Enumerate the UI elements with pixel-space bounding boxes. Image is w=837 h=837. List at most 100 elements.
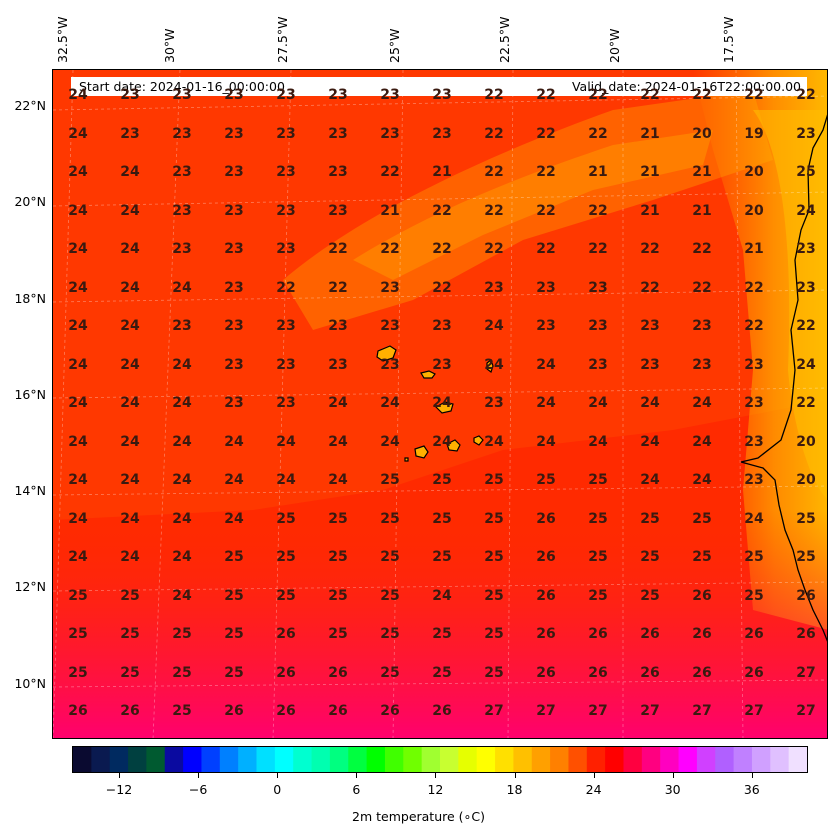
grid-value: 22 <box>536 241 556 257</box>
grid-value: 23 <box>224 356 244 373</box>
colorbar-swatch <box>238 747 258 772</box>
colorbar-swatch <box>788 747 807 772</box>
grid-value: 23 <box>380 279 400 296</box>
grid-value: 25 <box>744 587 764 604</box>
grid-value: 23 <box>536 318 556 334</box>
grid-value: 26 <box>536 664 556 681</box>
grid-value: 24 <box>68 433 88 450</box>
grid-value: 23 <box>640 356 660 373</box>
grid-value: 20 <box>692 125 712 142</box>
grid-value: 27 <box>692 703 712 719</box>
grid-value: 24 <box>588 433 608 450</box>
grid-value: 23 <box>328 202 348 219</box>
grid-value: 24 <box>68 87 88 103</box>
colorbar-tick <box>119 773 120 778</box>
colorbar-swatch <box>641 747 661 772</box>
lat-label-10n: 10°N <box>14 676 46 691</box>
grid-value: 23 <box>380 318 400 334</box>
colorbar-swatch <box>128 747 147 772</box>
grid-value: 26 <box>796 587 816 604</box>
grid-value: 23 <box>224 318 244 334</box>
colorbar-swatch <box>770 747 790 772</box>
grid-value: 23 <box>536 279 556 296</box>
grid-value: 26 <box>120 703 140 719</box>
grid-value: 24 <box>484 318 504 334</box>
grid-value: 23 <box>276 395 296 411</box>
grid-value: 23 <box>380 125 400 142</box>
grid-value: 25 <box>692 510 712 527</box>
grid-value: 26 <box>692 626 712 642</box>
grid-value: 25 <box>796 164 816 180</box>
grid-value: 23 <box>276 87 296 103</box>
grid-value: 25 <box>172 626 192 642</box>
grid-value: 23 <box>120 125 140 142</box>
grid-value: 24 <box>68 164 88 180</box>
grid-value: 26 <box>536 510 556 527</box>
grid-value: 24 <box>120 241 140 257</box>
lat-label-14n: 14°N <box>14 483 46 498</box>
grid-value: 26 <box>536 549 556 565</box>
grid-value: 23 <box>432 356 452 373</box>
grid-value: 25 <box>380 587 400 604</box>
grid-value: 26 <box>744 664 764 681</box>
grid-value: 25 <box>68 626 88 642</box>
grid-value: 20 <box>796 433 816 450</box>
colorbar-swatch <box>605 747 625 772</box>
grid-value: 22 <box>692 279 712 296</box>
grid-value: 22 <box>588 87 608 103</box>
grid-value: 25 <box>484 664 504 681</box>
valid-date: Valid_date: 2024-01-16T22:00:00.00 <box>571 79 801 94</box>
grid-value: 22 <box>328 241 348 257</box>
islands <box>376 345 494 462</box>
colorbar-swatch <box>219 747 239 772</box>
grid-value: 25 <box>484 510 504 527</box>
colorbar-tick-label: 12 <box>427 782 444 797</box>
grid-value: 22 <box>744 318 764 334</box>
lon-label-20w: 20°W <box>607 28 622 63</box>
grid-value: 25 <box>276 549 296 565</box>
grid-value: 22 <box>276 279 296 296</box>
grid-value: 25 <box>484 626 504 642</box>
grid-value: 22 <box>692 87 712 103</box>
grid-value: 24 <box>120 279 140 296</box>
grid-value: 24 <box>276 472 296 488</box>
grid-value: 23 <box>224 202 244 219</box>
lat-label-20n: 20°N <box>14 194 46 209</box>
grid-value: 23 <box>172 202 192 219</box>
grid-value: 24 <box>120 202 140 219</box>
grid-value: 23 <box>276 202 296 219</box>
colorbar-swatch <box>696 747 716 772</box>
grid-value: 23 <box>328 87 348 103</box>
colorbar-swatch <box>623 747 643 772</box>
start-date: Start date: 2024-01-16_00:00:00 <box>79 79 285 94</box>
grid-value: 23 <box>172 318 192 334</box>
grid-value: 22 <box>484 241 504 257</box>
colorbar-swatch <box>329 747 349 772</box>
grid-value: 23 <box>796 241 816 257</box>
grid-value: 23 <box>432 318 452 334</box>
grid-value: 25 <box>224 626 244 642</box>
grid-value: 24 <box>68 241 88 257</box>
grid-value: 22 <box>536 202 556 219</box>
grid-value: 25 <box>640 510 660 527</box>
grid-value: 23 <box>224 395 244 411</box>
grid-value: 24 <box>224 510 244 527</box>
grid-value: 24 <box>120 549 140 565</box>
grid-value: 23 <box>432 125 452 142</box>
grid-value: 25 <box>432 549 452 565</box>
graticule <box>53 70 827 738</box>
grid-value: 23 <box>380 87 400 103</box>
colorbar-tick <box>593 773 595 778</box>
grid-value: 24 <box>172 395 192 411</box>
grid-value: 24 <box>796 202 816 219</box>
grid-value: 25 <box>484 472 504 488</box>
lon-label-22.5w: 22.5°W <box>497 16 512 63</box>
grid-value: 24 <box>68 318 88 334</box>
grid-value: 22 <box>796 318 816 334</box>
grid-value: 24 <box>172 510 192 527</box>
grid-value: 24 <box>432 395 452 411</box>
grid-value: 24 <box>328 472 348 488</box>
grid-value: 25 <box>588 472 608 488</box>
colorbar-swatch <box>660 747 680 772</box>
colorbar-tick <box>514 773 516 778</box>
